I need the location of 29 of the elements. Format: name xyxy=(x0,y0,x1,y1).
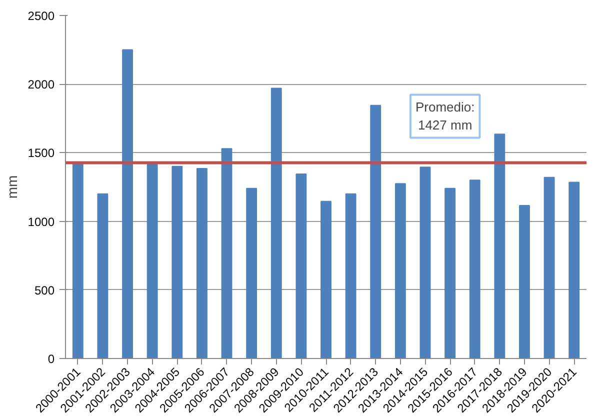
bar xyxy=(172,166,183,358)
bar xyxy=(370,104,382,358)
bar xyxy=(122,49,133,358)
bar xyxy=(270,88,282,358)
bar xyxy=(420,166,431,358)
y-tick-label: 0 xyxy=(48,352,55,366)
y-tick-label: 1500 xyxy=(28,146,55,160)
ref-line-label: Promedio: 1427 mm xyxy=(415,100,475,133)
bar xyxy=(146,163,158,358)
bar xyxy=(568,182,580,358)
bar xyxy=(444,188,456,358)
bar xyxy=(196,168,208,358)
y-tick-label: 2500 xyxy=(28,9,55,23)
y-axis-title: mm xyxy=(4,175,20,199)
bar xyxy=(320,200,332,358)
y-tick-label: 1000 xyxy=(28,214,55,229)
bar xyxy=(296,173,307,358)
bar xyxy=(221,148,232,358)
bar xyxy=(494,134,506,358)
bar xyxy=(72,163,84,358)
bar xyxy=(345,193,356,358)
bar xyxy=(97,193,108,358)
bar xyxy=(246,188,258,358)
bar xyxy=(519,205,530,358)
bar xyxy=(469,180,480,358)
bar xyxy=(394,183,406,358)
y-tick-label: 500 xyxy=(34,283,55,298)
y-tick-label: 2000 xyxy=(28,78,55,92)
bar xyxy=(544,176,555,358)
